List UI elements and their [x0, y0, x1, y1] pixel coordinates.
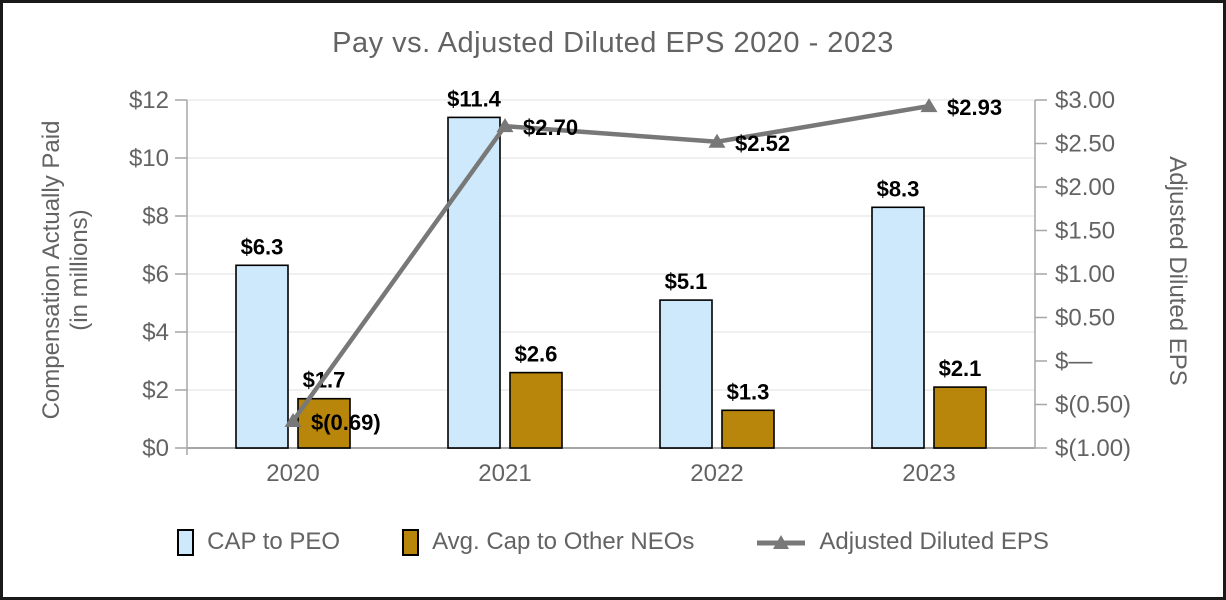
bar-data-label: $1.3: [727, 379, 770, 404]
legend-item-cap-to-peo: CAP to PEO: [177, 528, 340, 556]
legend-item-avg-cap-other-neos: Avg. Cap to Other NEOs: [402, 528, 694, 556]
eps-triangle-marker: [708, 133, 726, 148]
left-axis-tick-label: $0: [142, 435, 169, 462]
right-axis-tick-label: $1.50: [1055, 218, 1115, 245]
bar-data-label: $11.4: [447, 86, 502, 111]
left-axis-tick-label: $2: [142, 377, 169, 404]
bar-data-label: $5.1: [665, 269, 708, 294]
eps-data-label: $2.93: [947, 95, 1002, 120]
left-axis-tick-label: $8: [142, 203, 169, 230]
legend-label-avg-cap-other-neos: Avg. Cap to Other NEOs: [432, 528, 695, 555]
eps-data-label: $2.52: [735, 131, 790, 156]
line-triangle-marker-icon: [757, 535, 806, 549]
right-axis-tick-label: $2.00: [1055, 174, 1115, 201]
x-axis-category-label: 2020: [266, 460, 319, 487]
right-axis-tick-label: $—: [1055, 348, 1092, 375]
legend-item-adjusted-diluted-eps: Adjusted Diluted EPS: [756, 528, 1049, 556]
eps-triangle-marker: [496, 118, 514, 133]
x-axis-category-label: 2022: [690, 460, 743, 487]
right-axis-tick-label: $(1.00): [1055, 435, 1131, 462]
left-axis-tick-label: $10: [129, 145, 169, 172]
right-axis-tick-label: $0.50: [1055, 305, 1115, 332]
eps-triangle-marker: [920, 98, 938, 113]
bar-avg-cap-other-neos: [721, 409, 775, 449]
legend-label-adjusted-diluted-eps: Adjusted Diluted EPS: [819, 528, 1049, 555]
x-axis-category-label: 2021: [478, 460, 531, 487]
left-axis-tick-label: $12: [129, 87, 169, 114]
chart-title: Pay vs. Adjusted Diluted EPS 2020 - 2023: [332, 27, 894, 59]
bar-avg-cap-other-neos: [509, 371, 563, 449]
legend-label-cap-to-peo: CAP to PEO: [207, 528, 341, 555]
eps-line: [291, 103, 930, 423]
bar-avg-cap-other-neos: [933, 386, 987, 449]
legend: CAP to PEO Avg. Cap to Other NEOs Adjust…: [3, 528, 1223, 556]
right-axis-tick-label: $3.00: [1055, 87, 1115, 114]
left-axis-tick-label: $6: [142, 261, 169, 288]
left-axis-tick-label: $4: [142, 319, 169, 346]
eps-data-label: $2.70: [523, 115, 578, 140]
bar-data-label: $6.3: [241, 234, 284, 259]
right-axis-tick-label: $(0.50): [1055, 392, 1131, 419]
right-axis-tick-label: $1.00: [1055, 261, 1115, 288]
cap-to-peo-swatch-icon: [177, 528, 195, 556]
bar-data-label: $2.6: [515, 342, 558, 367]
eps-triangle-marker: [284, 413, 302, 428]
x-axis-category-label: 2023: [902, 460, 955, 487]
bar-cap-to-peo: [871, 206, 925, 449]
bar-cap-to-peo: [659, 299, 713, 449]
avg-cap-other-neos-swatch-icon: [402, 528, 420, 556]
plot-area: $12 $10 $8 $6 $4 $2 $0 $3.00 $2.50 $2.00 $1.50 $1.0…: [129, 86, 1131, 487]
bar-avg-cap-other-neos: [297, 397, 351, 449]
bar-data-label: $8.3: [877, 176, 920, 201]
right-axis-tick-label: $2.50: [1055, 131, 1115, 158]
eps-data-label: $(0.69): [311, 410, 381, 435]
bar-cap-to-peo: [235, 264, 289, 449]
bar-data-label: $2.1: [939, 356, 982, 381]
